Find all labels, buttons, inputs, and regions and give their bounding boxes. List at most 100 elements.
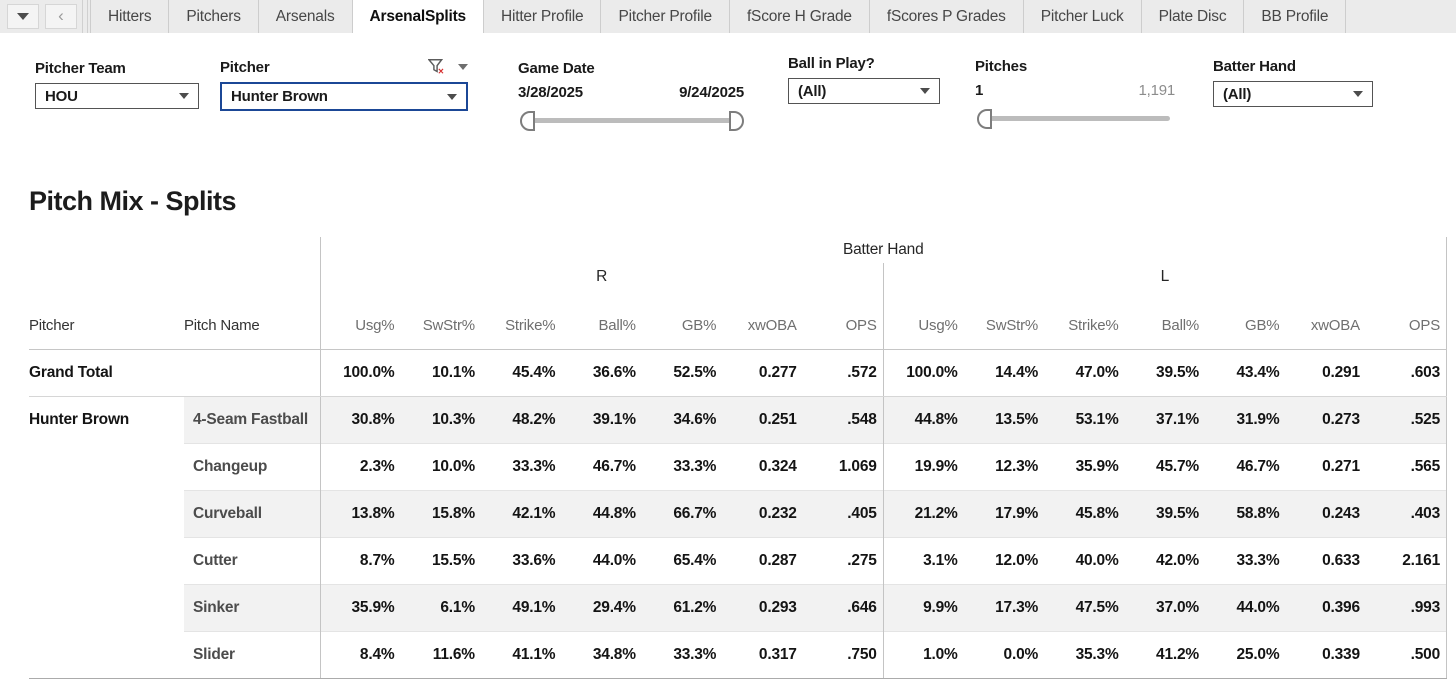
metric-cell-r-ballpct[interactable]: 29.4%	[561, 583, 642, 631]
metric-cell-l-strikepct[interactable]: 53.1%	[1044, 396, 1125, 443]
metric-cell-l-gbpct[interactable]: 43.4%	[1204, 349, 1286, 397]
slider-track[interactable]	[526, 118, 736, 123]
pitch-name-cell[interactable]: Cutter	[184, 536, 321, 584]
metric-cell-l-gbpct[interactable]: 46.7%	[1204, 442, 1286, 490]
metric-cell-l-usgpct[interactable]: 44.8%	[883, 396, 964, 443]
metric-cell-r-ops[interactable]: .750	[802, 630, 884, 679]
metric-cell-r-strikepct[interactable]: 41.1%	[480, 630, 562, 679]
tab-hitter-profile[interactable]: Hitter Profile	[484, 0, 602, 33]
metric-cell-r-usgpct[interactable]: 8.7%	[320, 536, 401, 584]
metric-cell-l-ballpct[interactable]: 37.1%	[1124, 396, 1205, 443]
pitches-min-handle[interactable]	[977, 109, 992, 129]
metric-cell-l-swstrpct[interactable]: 12.3%	[963, 442, 1045, 490]
metric-cell-r-swstrpct[interactable]: 11.6%	[400, 630, 481, 679]
column-header-r-ops[interactable]: OPS	[802, 291, 884, 350]
pitcher-team-dropdown[interactable]: HOU	[35, 83, 199, 109]
metric-cell-l-xwoba[interactable]: 0.273	[1285, 396, 1366, 443]
column-header-pitch-name[interactable]: Pitch Name	[184, 291, 321, 350]
metric-cell-r-gbpct[interactable]: 61.2%	[641, 583, 723, 631]
pitcher-cell[interactable]: Hunter Brown	[29, 396, 184, 443]
metric-cell-l-swstrpct[interactable]: 17.9%	[963, 489, 1045, 537]
metric-cell-l-xwoba[interactable]: 0.339	[1285, 630, 1366, 679]
pitch-name-cell[interactable]: 4-Seam Fastball	[184, 396, 321, 443]
metric-cell-r-xwoba[interactable]: 0.277	[722, 349, 803, 397]
metric-cell-r-swstrpct[interactable]: 15.8%	[400, 489, 481, 537]
metric-cell-l-ops[interactable]: .603	[1365, 349, 1447, 397]
metric-cell-r-xwoba[interactable]: 0.293	[722, 583, 803, 631]
column-header-l-ops[interactable]: OPS	[1365, 291, 1447, 350]
column-header-r-usgpct[interactable]: Usg%	[320, 291, 401, 350]
metric-cell-r-gbpct[interactable]: 66.7%	[641, 489, 723, 537]
metric-cell-r-swstrpct[interactable]: 15.5%	[400, 536, 481, 584]
metric-cell-r-xwoba[interactable]: 0.324	[722, 442, 803, 490]
tab-pitcher-profile[interactable]: Pitcher Profile	[601, 0, 730, 33]
metric-cell-r-usgpct[interactable]: 13.8%	[320, 489, 401, 537]
metric-cell-l-usgpct[interactable]: 21.2%	[883, 489, 964, 537]
metric-cell-l-usgpct[interactable]: 100.0%	[883, 349, 964, 397]
metric-cell-l-ballpct[interactable]: 39.5%	[1124, 489, 1205, 537]
metric-cell-l-strikepct[interactable]: 35.9%	[1044, 442, 1125, 490]
metric-cell-r-ballpct[interactable]: 46.7%	[561, 442, 642, 490]
column-header-r-ballpct[interactable]: Ball%	[561, 291, 642, 350]
metric-cell-l-swstrpct[interactable]: 14.4%	[963, 349, 1045, 397]
column-header-pitcher[interactable]: Pitcher	[29, 291, 184, 350]
metric-cell-l-usgpct[interactable]: 19.9%	[883, 442, 964, 490]
metric-cell-r-ops[interactable]: .275	[802, 536, 884, 584]
metric-cell-l-gbpct[interactable]: 44.0%	[1204, 583, 1286, 631]
metric-cell-l-ballpct[interactable]: 37.0%	[1124, 583, 1205, 631]
metric-cell-r-usgpct[interactable]: 35.9%	[320, 583, 401, 631]
metric-cell-l-xwoba[interactable]: 0.271	[1285, 442, 1366, 490]
column-header-r-gbpct[interactable]: GB%	[641, 291, 723, 350]
metric-cell-l-usgpct[interactable]: 3.1%	[883, 536, 964, 584]
metric-cell-l-usgpct[interactable]: 9.9%	[883, 583, 964, 631]
metric-cell-l-swstrpct[interactable]: 13.5%	[963, 396, 1045, 443]
metric-cell-r-usgpct[interactable]: 100.0%	[320, 349, 401, 397]
metric-cell-r-strikepct[interactable]: 33.6%	[480, 536, 562, 584]
metric-cell-r-ballpct[interactable]: 44.0%	[561, 536, 642, 584]
metric-cell-r-ballpct[interactable]: 36.6%	[561, 349, 642, 397]
metric-cell-r-gbpct[interactable]: 33.3%	[641, 630, 723, 679]
metric-cell-l-ballpct[interactable]: 45.7%	[1124, 442, 1205, 490]
game-date-max-handle[interactable]	[729, 111, 744, 131]
metric-cell-l-strikepct[interactable]: 47.0%	[1044, 349, 1125, 397]
metric-cell-r-ballpct[interactable]: 34.8%	[561, 630, 642, 679]
metric-cell-r-usgpct[interactable]: 2.3%	[320, 442, 401, 490]
tab-scroll-left-button[interactable]: ‹	[45, 4, 77, 29]
metric-cell-l-usgpct[interactable]: 1.0%	[883, 630, 964, 679]
tab-pitcher-luck[interactable]: Pitcher Luck	[1024, 0, 1142, 33]
metric-cell-l-ops[interactable]: .993	[1365, 583, 1447, 631]
metric-cell-l-strikepct[interactable]: 40.0%	[1044, 536, 1125, 584]
metric-cell-l-xwoba[interactable]: 0.243	[1285, 489, 1366, 537]
metric-cell-r-strikepct[interactable]: 42.1%	[480, 489, 562, 537]
column-header-r-strikepct[interactable]: Strike%	[480, 291, 562, 350]
metric-cell-r-xwoba[interactable]: 0.251	[722, 396, 803, 443]
metric-cell-l-xwoba[interactable]: 0.396	[1285, 583, 1366, 631]
slider-track[interactable]	[983, 116, 1170, 121]
metric-cell-r-ballpct[interactable]: 44.8%	[561, 489, 642, 537]
metric-cell-r-ballpct[interactable]: 39.1%	[561, 396, 642, 443]
metric-cell-r-xwoba[interactable]: 0.232	[722, 489, 803, 537]
filter-menu-caret-icon[interactable]	[458, 64, 468, 70]
metric-cell-r-swstrpct[interactable]: 10.0%	[400, 442, 481, 490]
pitcher-cell[interactable]: Grand Total	[29, 349, 184, 397]
metric-cell-r-xwoba[interactable]: 0.287	[722, 536, 803, 584]
column-header-r-xwoba[interactable]: xwOBA	[722, 291, 803, 350]
metric-cell-l-ops[interactable]: .525	[1365, 396, 1447, 443]
column-header-l-usgpct[interactable]: Usg%	[883, 291, 964, 350]
metric-cell-r-gbpct[interactable]: 52.5%	[641, 349, 723, 397]
column-header-l-strikepct[interactable]: Strike%	[1044, 291, 1125, 350]
tab-pitchers[interactable]: Pitchers	[169, 0, 259, 33]
metric-cell-r-ops[interactable]: .405	[802, 489, 884, 537]
group-header-l[interactable]: L	[883, 263, 1448, 291]
tab-plate-disc[interactable]: Plate Disc	[1142, 0, 1245, 33]
tab-arsenalsplits[interactable]: ArsenalSplits	[352, 0, 484, 33]
metric-cell-l-ops[interactable]: .403	[1365, 489, 1447, 537]
metric-cell-l-strikepct[interactable]: 47.5%	[1044, 583, 1125, 631]
metric-cell-r-usgpct[interactable]: 8.4%	[320, 630, 401, 679]
metric-cell-r-gbpct[interactable]: 34.6%	[641, 396, 723, 443]
metric-cell-l-ballpct[interactable]: 42.0%	[1124, 536, 1205, 584]
pitch-name-cell[interactable]: Curveball	[184, 489, 321, 537]
tab-arsenals[interactable]: Arsenals	[259, 0, 353, 33]
metric-cell-r-gbpct[interactable]: 65.4%	[641, 536, 723, 584]
column-header-l-swstrpct[interactable]: SwStr%	[963, 291, 1045, 350]
